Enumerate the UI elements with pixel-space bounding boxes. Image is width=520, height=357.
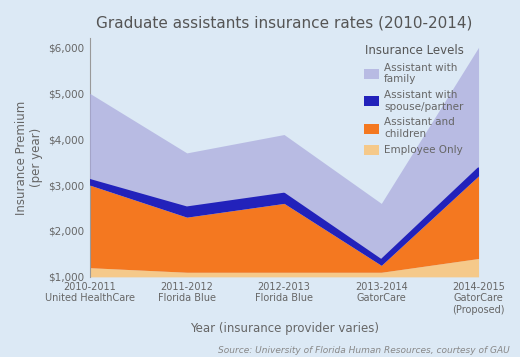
- Y-axis label: Insurance Premium
(per year): Insurance Premium (per year): [15, 100, 43, 215]
- Title: Graduate assistants insurance rates (2010-2014): Graduate assistants insurance rates (201…: [96, 15, 472, 30]
- Legend: Assistant with
family, Assistant with
spouse/partner, Assistant and
children, Em: Assistant with family, Assistant with sp…: [361, 41, 466, 159]
- Text: Source: University of Florida Human Resources, courtesy of GAU: Source: University of Florida Human Reso…: [218, 346, 510, 355]
- X-axis label: Year (insurance provider varies): Year (insurance provider varies): [190, 322, 379, 335]
